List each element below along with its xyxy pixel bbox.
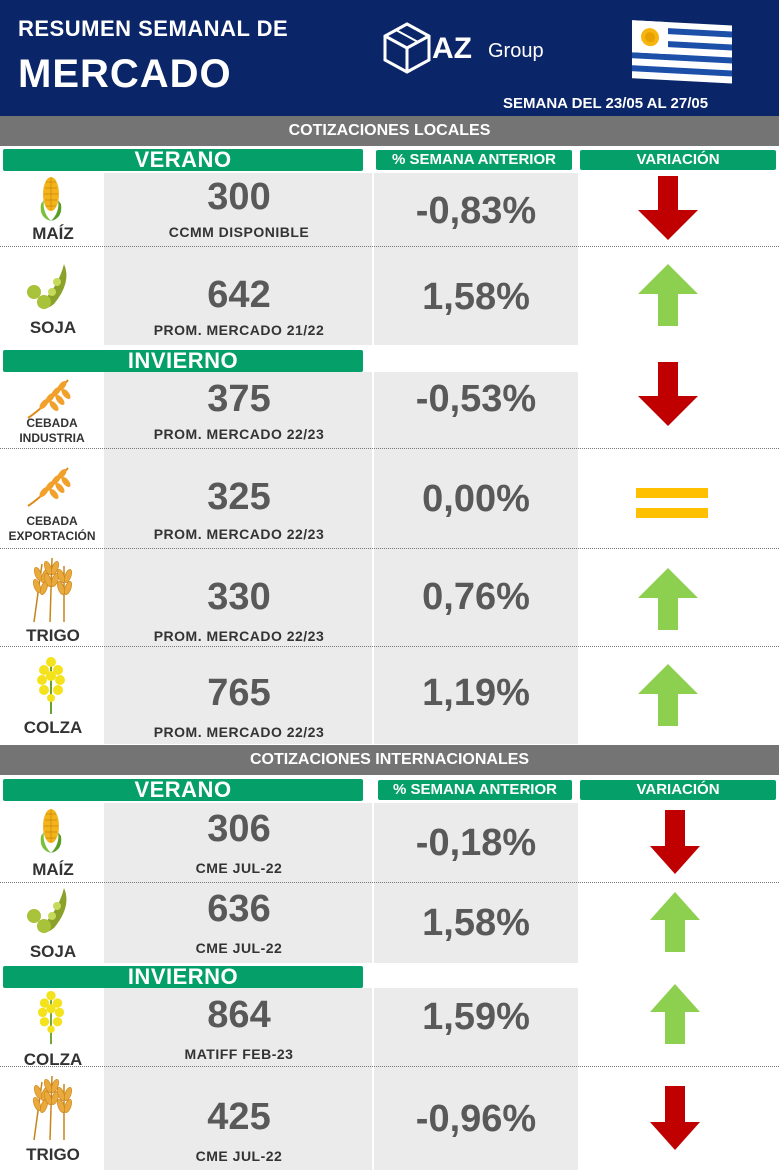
price-description: MATIFF FEB-23: [184, 1046, 294, 1062]
uruguay-flag-icon: [632, 20, 732, 84]
arrow-up-icon: [650, 984, 700, 1044]
row-divider: [0, 548, 779, 549]
pct-change: -0,18%: [415, 822, 537, 864]
price-description: PROM. MERCADO 22/23: [153, 426, 325, 442]
crop-name-cebada-exportacion: CEBADA EXPORTACIÓN: [0, 514, 104, 544]
price-value: 375: [207, 378, 271, 420]
logo-az: AZ: [432, 32, 472, 65]
wheat-icon: [33, 1075, 72, 1141]
price-value: 425: [207, 1096, 271, 1138]
crop-name-cebada-industria: CEBADA INDUSTRIA: [0, 416, 104, 446]
row-divider: [0, 1066, 779, 1067]
arrow-up-icon: [638, 664, 698, 726]
row-divider: [0, 646, 779, 647]
row-divider: [0, 448, 779, 449]
local-price-column-bg-winter: [104, 372, 372, 744]
soy-icon: [27, 264, 67, 309]
local-summer-label: VERANO: [3, 149, 363, 171]
crop-name-colza: COLZA: [23, 718, 83, 737]
crop-name-trigo: TRIGO: [26, 1145, 80, 1164]
crop-name-colza: COLZA: [23, 1050, 83, 1069]
header-title-line1: RESUMEN SEMANAL DE: [18, 16, 289, 41]
arrow-up-icon: [638, 264, 698, 326]
corn-icon: [40, 809, 62, 853]
intl-price-column-bg-summer: [104, 803, 372, 963]
az-cube-logo-icon: [383, 22, 431, 74]
arrow-down-icon: [638, 362, 698, 426]
local-col-pct: % SEMANA ANTERIOR: [376, 150, 572, 170]
price-value: 306: [207, 808, 271, 850]
crop-name-line2: EXPORTACIÓN: [8, 529, 96, 543]
price-description: PROM. MERCADO 22/23: [153, 724, 325, 740]
crop-name-soja: SOJA: [29, 942, 77, 961]
arrow-down-icon: [638, 176, 698, 240]
equal-icon: [636, 488, 708, 518]
intl-col-pct: % SEMANA ANTERIOR: [378, 780, 572, 800]
crop-name-soja: SOJA: [29, 318, 77, 337]
row-divider: [0, 882, 779, 883]
price-value: 864: [207, 994, 271, 1036]
corn-icon: [40, 177, 62, 221]
row-divider: [0, 246, 779, 247]
pct-change: -0,96%: [415, 1098, 537, 1140]
price-description: CME JUL-22: [195, 860, 283, 876]
intl-col-var: VARIACIÓN: [580, 780, 776, 800]
price-description: CME JUL-22: [195, 940, 283, 956]
week-range: SEMANA DEL 23/05 AL 27/05: [503, 95, 709, 112]
section-intl-title: COTIZACIONES INTERNACIONALES: [0, 745, 779, 775]
local-pct-column-bg-winter: [374, 372, 578, 744]
barley-icon: [27, 379, 71, 419]
price-value: 636: [207, 888, 271, 930]
pct-change: -0,83%: [415, 190, 537, 232]
price-value: 765: [207, 672, 271, 714]
price-value: 300: [207, 176, 271, 218]
intl-pct-column-bg-summer: [374, 803, 578, 963]
crop-name-line1: CEBADA: [26, 514, 78, 528]
price-description: PROM. MERCADO 22/23: [153, 526, 325, 542]
local-winter-label: INVIERNO: [3, 350, 363, 372]
arrow-up-icon: [638, 568, 698, 630]
crop-name-trigo: TRIGO: [26, 626, 80, 645]
pct-change: 0,76%: [422, 576, 530, 618]
price-value: 642: [207, 274, 271, 316]
crop-name-maiz: MAÍZ: [32, 224, 74, 243]
crop-name-maiz: MAÍZ: [32, 860, 74, 879]
local-col-var: VARIACIÓN: [580, 150, 776, 170]
pct-change: 1,58%: [422, 902, 530, 944]
header-title-line2: MERCADO: [18, 52, 232, 96]
local-price-column-bg-summer: [104, 173, 372, 345]
pct-change: -0,53%: [415, 378, 537, 420]
soy-icon: [27, 888, 67, 933]
barley-icon: [27, 467, 71, 507]
arrow-down-icon: [650, 1086, 700, 1150]
pct-change: 0,00%: [422, 478, 530, 520]
arrow-down-icon: [650, 810, 700, 874]
intl-winter-label: INVIERNO: [3, 966, 363, 988]
intl-pct-column-bg-winter: [374, 988, 578, 1170]
price-value: 330: [207, 576, 271, 618]
pct-change: 1,19%: [422, 672, 530, 714]
price-description: PROM. MERCADO 21/22: [153, 322, 325, 338]
local-pct-column-bg-summer: [374, 173, 578, 345]
intl-summer-label: VERANO: [3, 779, 363, 801]
intl-price-column-bg-winter: [104, 988, 372, 1170]
arrow-up-icon: [650, 892, 700, 952]
pct-change: 1,59%: [422, 996, 530, 1038]
pct-change: 1,58%: [422, 276, 530, 318]
price-description: CCMM DISPONIBLE: [168, 224, 310, 240]
price-value: 325: [207, 476, 271, 518]
rapeseed-icon: [37, 990, 65, 1045]
crop-name-line2: INDUSTRIA: [19, 431, 85, 445]
crop-name-line1: CEBADA: [26, 416, 78, 430]
logo-group: Group: [488, 40, 544, 62]
section-local-title: COTIZACIONES LOCALES: [0, 116, 779, 146]
price-description: CME JUL-22: [195, 1148, 283, 1164]
wheat-icon: [33, 557, 72, 623]
rapeseed-icon: [37, 657, 65, 714]
price-description: PROM. MERCADO 22/23: [153, 628, 325, 644]
